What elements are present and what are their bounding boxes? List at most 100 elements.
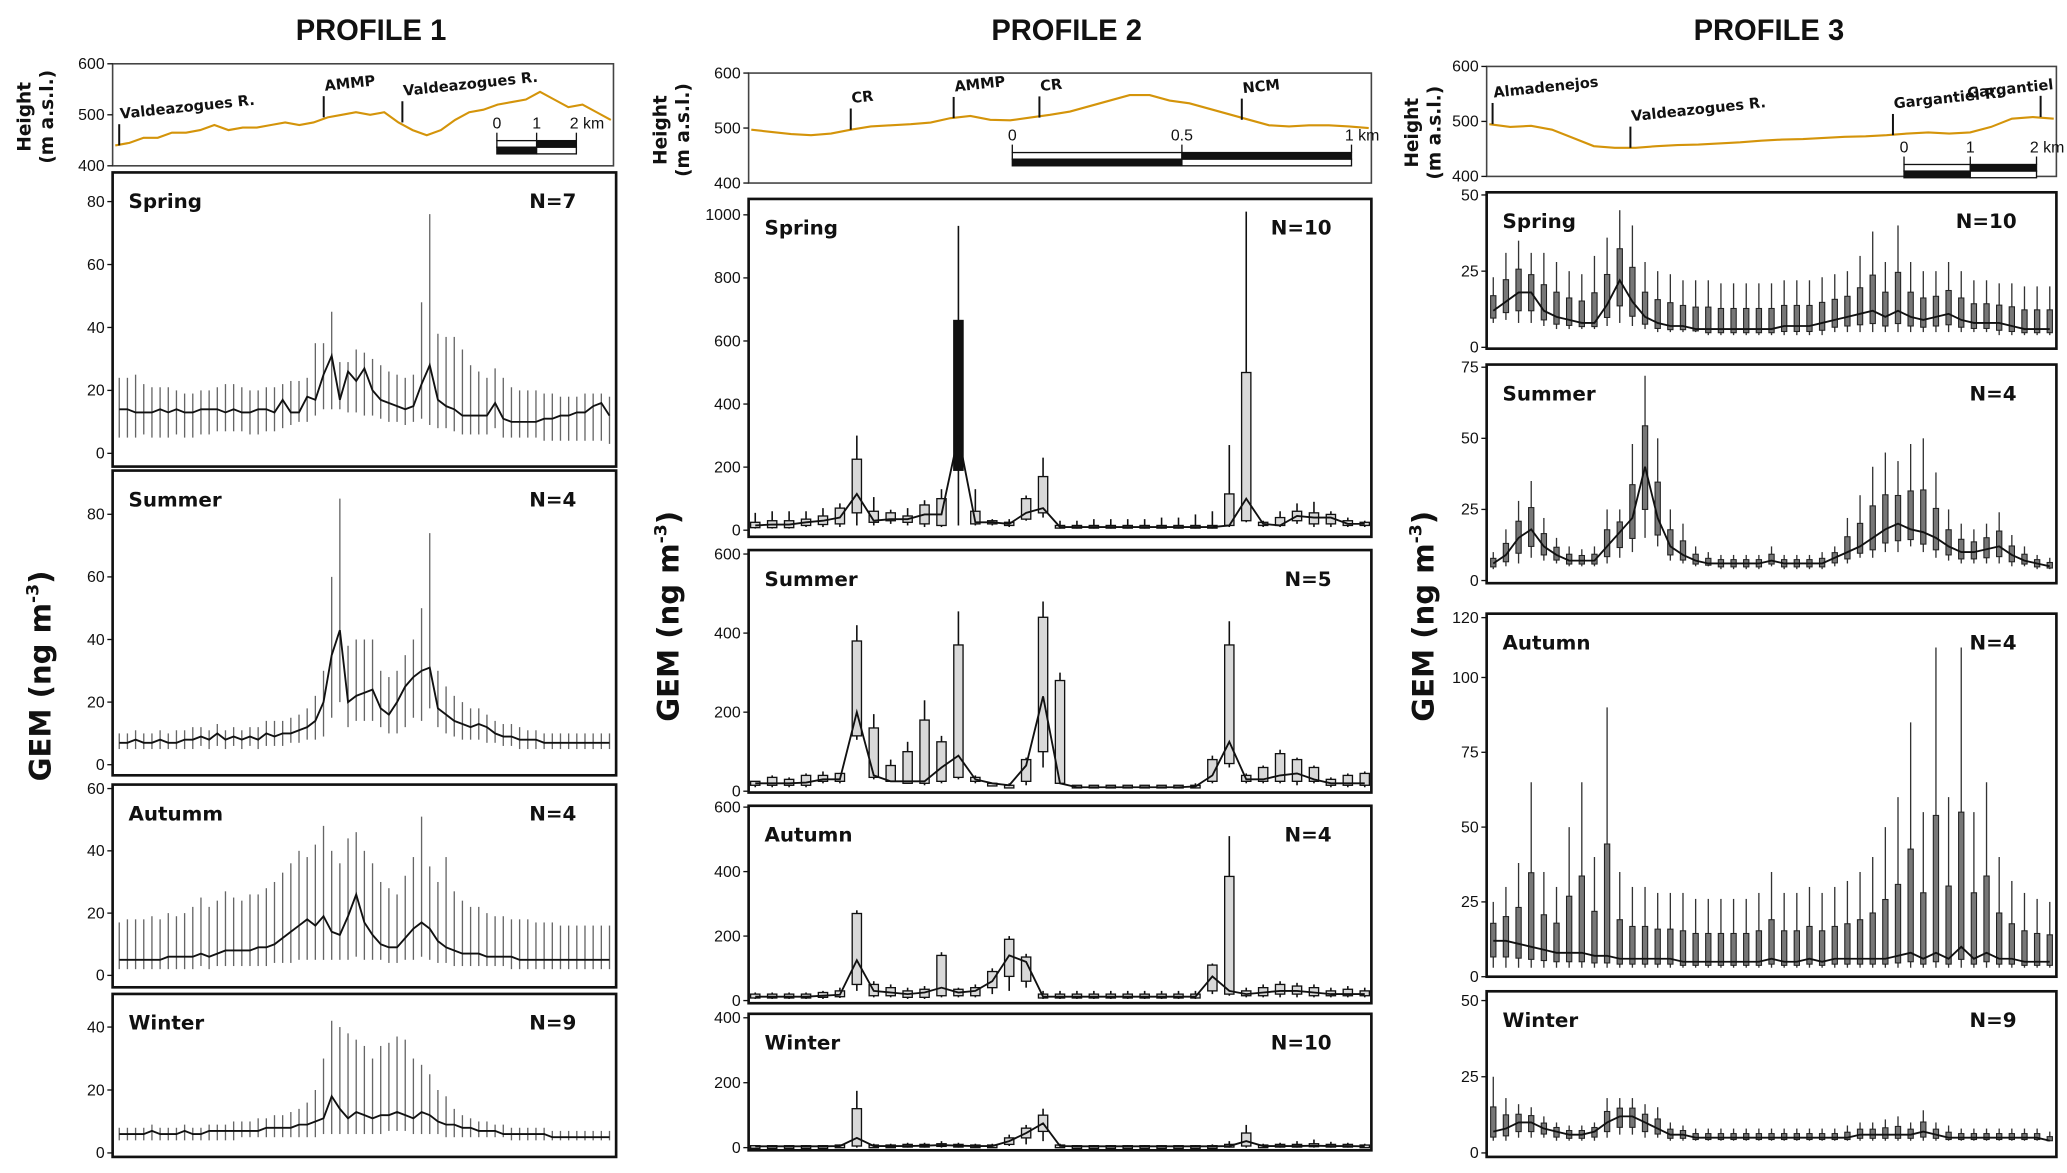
season-panel-frame	[111, 469, 618, 777]
y-tick-label: 0	[96, 1145, 105, 1162]
y-tick-label: 1000	[705, 207, 741, 224]
box	[1667, 302, 1674, 331]
box	[1920, 1121, 1927, 1138]
box	[902, 751, 913, 784]
box	[1844, 295, 1851, 327]
box	[1240, 371, 1252, 522]
y-tick-label: 75	[1461, 745, 1479, 762]
y-tick-label: 40	[87, 632, 105, 649]
box	[1920, 489, 1927, 545]
box	[1856, 919, 1864, 965]
box	[1970, 892, 1978, 965]
box	[1945, 289, 1952, 326]
height-y-tick-label: 600	[714, 65, 741, 82]
box	[1768, 307, 1775, 334]
median-line	[755, 435, 1365, 528]
y-tick-label: 800	[714, 270, 741, 287]
height-axis-label-line2: (m a.s.l.)	[673, 83, 694, 177]
season-label: Summer	[1503, 382, 1596, 405]
profile-2: 400 500 600 Height (m a.s.l.) CR AMMP CR NCM 0 0.5…	[650, 65, 1379, 1157]
box	[1490, 295, 1497, 319]
box	[1591, 910, 1598, 964]
scale-bar-segment	[535, 146, 578, 155]
box	[1224, 875, 1235, 995]
box	[1692, 306, 1699, 332]
y-tick-label: 0	[1470, 1145, 1479, 1162]
y-tick-label: 200	[714, 1075, 741, 1092]
box	[1869, 912, 1876, 965]
box	[1342, 988, 1354, 997]
box	[1743, 307, 1750, 334]
box	[1958, 811, 1965, 960]
box	[1932, 814, 1940, 963]
box	[2008, 306, 2016, 333]
box	[1996, 530, 2003, 558]
y-tick-label: 400	[714, 1010, 741, 1027]
box	[1502, 916, 1510, 958]
box	[1020, 497, 1032, 520]
box	[1553, 291, 1560, 325]
box	[1540, 914, 1548, 962]
box	[1591, 553, 1598, 565]
y-tick-label: 20	[87, 1082, 105, 1099]
season-label: Spring	[765, 217, 838, 240]
box	[1020, 956, 1032, 982]
box	[1945, 529, 1952, 556]
box	[1257, 766, 1269, 782]
box	[1730, 1133, 1737, 1141]
y-tick-label: 25	[1461, 1069, 1479, 1086]
profile-3-title: PROFILE 3	[1694, 15, 1845, 47]
box	[1844, 923, 1851, 965]
box	[1717, 1133, 1725, 1141]
box	[1705, 557, 1712, 566]
scale-bar-label: 0	[492, 116, 501, 133]
box	[1540, 284, 1548, 321]
season-panel-frame	[111, 992, 618, 1159]
box	[1856, 522, 1864, 554]
y-tick-label: 120	[1452, 610, 1479, 627]
season-panel-summer: 0 200 400 600 Summer N=5	[714, 546, 1373, 801]
scale-bar-segment	[1969, 170, 2038, 179]
height-y-tick-label: 500	[1452, 114, 1479, 131]
box	[1970, 1133, 1978, 1141]
box	[1515, 268, 1522, 312]
y-tick-label: 0	[96, 968, 105, 985]
y-tick-label: 20	[87, 694, 105, 711]
box	[1907, 291, 1914, 327]
season-label: Autumn	[765, 824, 853, 847]
box	[1578, 300, 1585, 328]
box	[1730, 307, 1737, 334]
box	[1342, 774, 1354, 786]
box	[851, 458, 863, 514]
sample-count-label: N=4	[529, 802, 576, 825]
height-axis-label-line1: Height	[14, 82, 35, 152]
y-tick-label: 20	[87, 905, 105, 922]
box	[2021, 1133, 2028, 1141]
box	[1553, 922, 1560, 963]
gem-axis-label: GEM (ng m-3)	[1407, 511, 1441, 722]
box	[1003, 938, 1015, 978]
profile-1-title: PROFILE 1	[296, 15, 447, 47]
gem-axis-label-superscript: -3	[23, 584, 43, 603]
median-line	[119, 352, 611, 423]
season-panel-autumm: 0 20 40 60 Autumm N=4	[87, 781, 618, 989]
season-label: Spring	[129, 190, 202, 213]
gem-axis-label-main: GEM (ng m	[23, 603, 57, 781]
box	[1806, 925, 1813, 965]
box	[1958, 1133, 1965, 1141]
box	[2033, 1133, 2041, 1141]
location-label: Almadenejos	[1493, 74, 1600, 102]
height-axis-label-line1: Height	[650, 95, 671, 165]
height-y-tick-label: 400	[1452, 169, 1479, 186]
height-y-tick-label: 500	[714, 120, 741, 137]
y-tick-label: 60	[87, 257, 105, 274]
box	[1755, 930, 1763, 966]
season-panel-spring: 0 200 400 600 800 1000 Spring N=10	[705, 197, 1373, 539]
median-line	[755, 696, 1365, 789]
y-tick-label: 600	[714, 546, 741, 563]
box	[1679, 304, 1687, 331]
box	[1920, 892, 1927, 965]
